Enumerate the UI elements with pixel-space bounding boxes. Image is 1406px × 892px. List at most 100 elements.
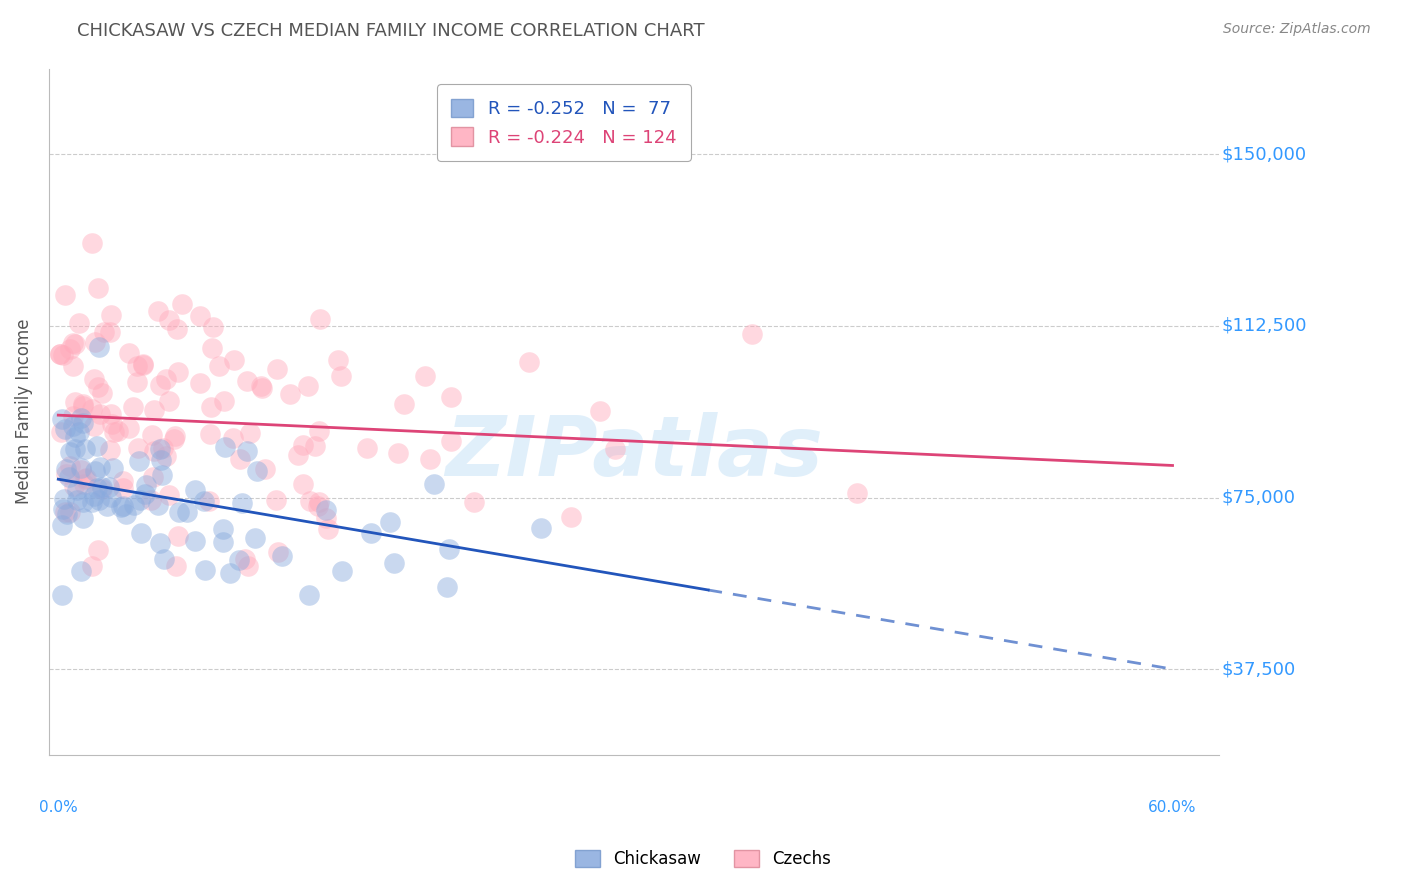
- Point: [148, 499, 170, 513]
- Point: [530, 521, 553, 535]
- Point: [49, 347, 72, 361]
- Point: [129, 493, 152, 508]
- Point: [124, 498, 146, 512]
- Point: [125, 359, 148, 374]
- Point: [141, 492, 163, 507]
- Point: [246, 464, 269, 478]
- Point: [62, 359, 84, 373]
- Point: [169, 505, 191, 519]
- Point: [142, 469, 165, 483]
- Point: [86, 543, 108, 558]
- Point: [235, 375, 257, 389]
- Point: [132, 358, 155, 372]
- Point: [59, 445, 82, 459]
- Point: [165, 559, 187, 574]
- Point: [89, 408, 111, 422]
- Point: [98, 480, 121, 494]
- Point: [308, 312, 330, 326]
- Legend: R = -0.252   N =  77, R = -0.224   N = 124: R = -0.252 N = 77, R = -0.224 N = 124: [437, 85, 690, 161]
- Point: [463, 495, 485, 509]
- Point: [70, 463, 93, 477]
- Point: [176, 505, 198, 519]
- Point: [155, 449, 177, 463]
- Point: [315, 502, 337, 516]
- Point: [72, 495, 94, 509]
- Point: [166, 529, 188, 543]
- Point: [53, 288, 76, 302]
- Point: [93, 325, 115, 339]
- Point: [135, 478, 157, 492]
- Point: [167, 365, 190, 379]
- Text: $150,000: $150,000: [1222, 145, 1306, 163]
- Point: [72, 399, 94, 413]
- Point: [125, 375, 148, 389]
- Point: [266, 362, 288, 376]
- Point: [298, 494, 321, 508]
- Point: [86, 440, 108, 454]
- Point: [419, 451, 441, 466]
- Point: [436, 580, 458, 594]
- Point: [58, 469, 80, 483]
- Point: [51, 588, 73, 602]
- Y-axis label: Median Family Income: Median Family Income: [15, 319, 32, 505]
- Point: [75, 471, 97, 485]
- Point: [49, 347, 72, 361]
- Point: [56, 508, 79, 522]
- Point: [382, 557, 405, 571]
- Point: [297, 378, 319, 392]
- Point: [107, 425, 129, 439]
- Point: [128, 453, 150, 467]
- Point: [73, 477, 96, 491]
- Point: [387, 446, 409, 460]
- Point: [184, 533, 207, 548]
- Point: [304, 439, 326, 453]
- Point: [413, 369, 436, 384]
- Point: [741, 326, 763, 341]
- Point: [228, 553, 250, 567]
- Point: [198, 426, 221, 441]
- Point: [112, 481, 135, 495]
- Point: [423, 476, 446, 491]
- Point: [141, 428, 163, 442]
- Text: $75,000: $75,000: [1222, 489, 1295, 507]
- Point: [87, 281, 110, 295]
- Point: [308, 495, 330, 509]
- Point: [231, 496, 253, 510]
- Point: [239, 425, 262, 440]
- Point: [589, 404, 612, 418]
- Point: [378, 515, 401, 529]
- Point: [143, 402, 166, 417]
- Point: [67, 425, 90, 440]
- Point: [315, 511, 337, 525]
- Point: [142, 443, 165, 458]
- Point: [63, 442, 86, 456]
- Point: [235, 443, 257, 458]
- Point: [200, 400, 222, 414]
- Point: [330, 368, 353, 383]
- Point: [52, 348, 75, 362]
- Point: [82, 559, 104, 574]
- Point: [202, 320, 225, 334]
- Point: [66, 493, 89, 508]
- Text: CHICKASAW VS CZECH MEDIAN FAMILY INCOME CORRELATION CHART: CHICKASAW VS CZECH MEDIAN FAMILY INCOME …: [77, 22, 704, 40]
- Point: [96, 499, 118, 513]
- Point: [252, 381, 274, 395]
- Point: [360, 526, 382, 541]
- Point: [122, 400, 145, 414]
- Point: [66, 483, 89, 498]
- Point: [440, 390, 463, 404]
- Point: [222, 431, 245, 445]
- Point: [62, 419, 84, 434]
- Legend: Chickasaw, Czechs: Chickasaw, Czechs: [568, 843, 838, 875]
- Point: [172, 297, 194, 311]
- Point: [129, 526, 152, 541]
- Point: [87, 492, 110, 507]
- Point: [330, 564, 353, 578]
- Point: [63, 336, 86, 351]
- Point: [52, 501, 75, 516]
- Point: [90, 385, 112, 400]
- Point: [201, 342, 224, 356]
- Point: [307, 500, 329, 514]
- Point: [236, 559, 259, 574]
- Point: [184, 483, 207, 497]
